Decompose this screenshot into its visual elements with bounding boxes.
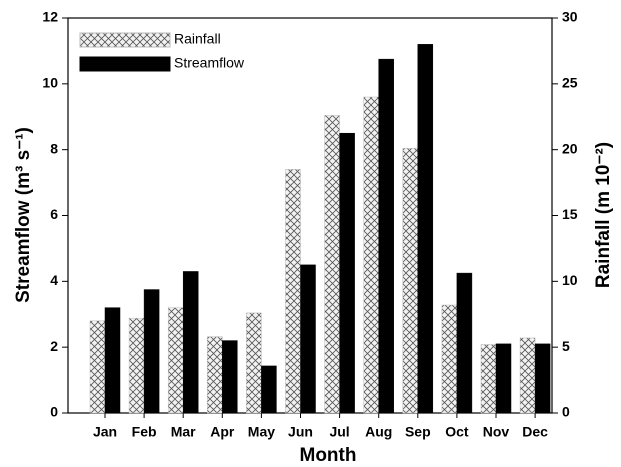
y-tick-label: 8 [50,140,58,156]
bar [89,320,106,414]
bar [246,312,262,414]
y-tick-label: 6 [50,206,58,222]
y-tick-label: 0 [50,404,58,420]
y2-tick-label: 20 [562,140,578,156]
x-tick-label: Sep [405,424,431,440]
x-axis-label: Month [300,445,357,466]
bar [339,132,355,414]
bar [519,337,536,414]
x-tick-label: Apr [210,424,235,440]
bar [441,304,458,414]
y2-axis-label: Rainfall (m 10⁻²) [593,142,614,288]
y2-tick-label: 15 [562,206,578,222]
y2-tick-label: 30 [562,9,578,25]
y-tick-label: 4 [50,272,58,288]
y2-tick-label: 25 [562,75,578,91]
x-tick-label: Dec [522,424,548,440]
x-tick-label: Jan [93,424,117,440]
bar [167,307,184,414]
legend-label: Streamflow [174,55,245,71]
x-tick-label: Jun [288,424,313,440]
x-tick-label: Mar [171,424,196,440]
bar [495,343,512,414]
bar [182,271,199,414]
y-tick-label: 12 [42,9,58,25]
legend-label: Rainfall [174,31,221,47]
bar [378,58,394,414]
bar [128,317,145,414]
bar [363,96,379,414]
bar [402,148,419,414]
bar [104,307,121,414]
y2-tick-label: 0 [562,404,570,420]
bar [534,343,551,414]
y-axis-label: Streamflow (m³ s⁻¹) [13,127,34,303]
y2-tick-label: 10 [562,272,578,288]
y-tick-label: 10 [42,75,58,91]
bar [261,365,277,414]
bar [285,169,301,414]
bar [300,264,316,414]
bar [456,272,473,414]
bar [143,289,160,414]
x-tick-label: Aug [365,424,392,440]
bar [417,44,434,414]
bar [207,336,223,414]
x-tick-label: Feb [132,424,157,440]
bar [222,340,238,414]
legend-swatch [79,32,171,48]
bar [480,344,497,414]
y-tick-label: 2 [50,338,58,354]
x-tick-label: May [248,424,275,440]
bar [324,115,340,414]
x-tick-label: Oct [445,424,469,440]
x-tick-label: Jul [329,424,349,440]
y2-tick-label: 5 [562,338,570,354]
x-tick-label: Nov [483,424,510,440]
legend-swatch [79,56,171,72]
